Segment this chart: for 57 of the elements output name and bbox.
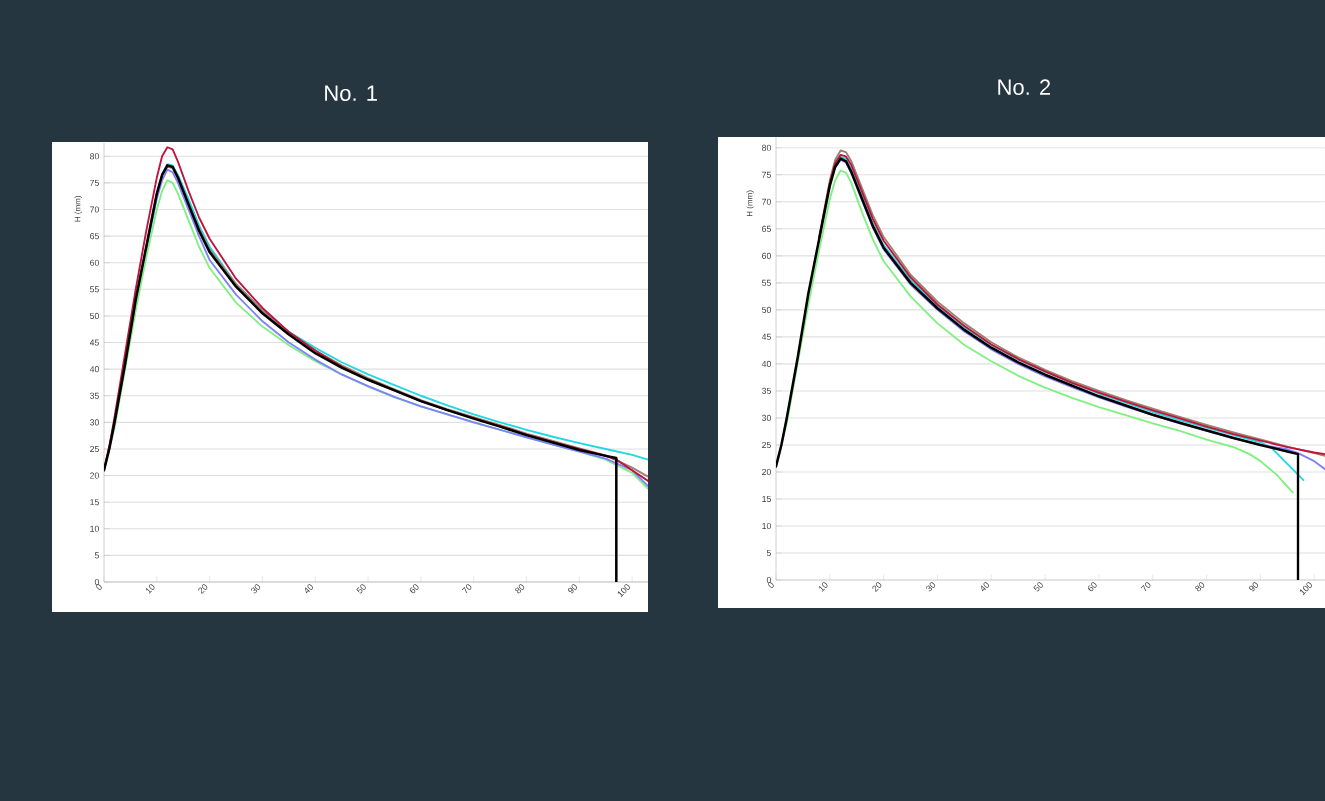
x-tick-label: 40 [981,582,990,592]
x-tick-label: 90 [1249,582,1259,592]
y-tick-label: 10 [762,522,771,530]
x-tick-label: 80 [1195,582,1205,592]
y-tick-label: 75 [90,179,99,186]
y-tick-label: 45 [761,333,771,340]
x-tick-label: 20 [198,584,208,594]
x-tick-label: 30 [251,584,261,594]
y-tick-label: 60 [90,259,99,266]
y-tick-label: 40 [761,360,771,367]
y-tick-label: 5 [94,552,99,559]
y-tick-label: 55 [762,279,771,286]
x-tick-label: 10 [818,582,828,592]
y-tick-label: 80 [762,144,771,151]
x-tick-label: 50 [356,584,366,594]
y-axis-title: H (mm) [74,196,82,222]
y-tick-label: 65 [90,233,99,240]
y-tick-label: 35 [89,392,99,399]
y-tick-label: 0 [766,576,771,584]
y-axis-title: H (mm) [746,190,754,217]
chart-title: No. 1 [325,85,377,101]
x-tick-label: 100 [617,584,630,598]
y-tick-label: 30 [761,414,771,421]
x-tick-label: 20 [872,582,882,592]
y-tick-label: 25 [762,441,771,448]
x-tick-label: 80 [515,584,525,594]
y-tick-label: 20 [762,468,771,476]
x-tick-label: 30 [926,582,936,592]
y-tick-label: 45 [89,339,99,346]
y-tick-label: 55 [90,286,99,293]
y-tick-label: 15 [90,499,99,506]
y-tick-label: 25 [90,445,99,453]
y-tick-label: 65 [762,225,771,232]
y-tick-label: 20 [90,472,99,479]
x-tick-label: 90 [568,584,578,594]
y-tick-label: 15 [762,495,771,502]
y-tick-label: 50 [90,312,99,319]
x-tick-label: 10 [145,584,155,594]
y-tick-label: 10 [90,525,99,532]
y-tick-label: 30 [89,419,99,426]
y-tick-label: 70 [90,206,99,213]
x-tick-label: 100 [1299,582,1312,596]
chart-title: No. 2 [998,79,1051,95]
x-tick-label: 50 [1033,582,1043,592]
y-tick-label: 70 [762,198,771,205]
y-tick-label: 35 [761,387,771,394]
y-tick-label: 5 [766,549,771,557]
y-tick-label: 80 [90,153,99,160]
x-tick-label: 70 [1140,582,1151,592]
x-tick-label: 60 [409,584,419,594]
x-tick-label: 70 [461,584,472,594]
y-tick-label: 75 [762,171,771,178]
y-tick-label: 50 [762,306,771,313]
x-tick-label: 40 [305,584,313,594]
y-tick-label: 60 [762,252,771,259]
y-tick-label: 40 [89,366,99,373]
x-tick-label: 60 [1087,582,1097,592]
